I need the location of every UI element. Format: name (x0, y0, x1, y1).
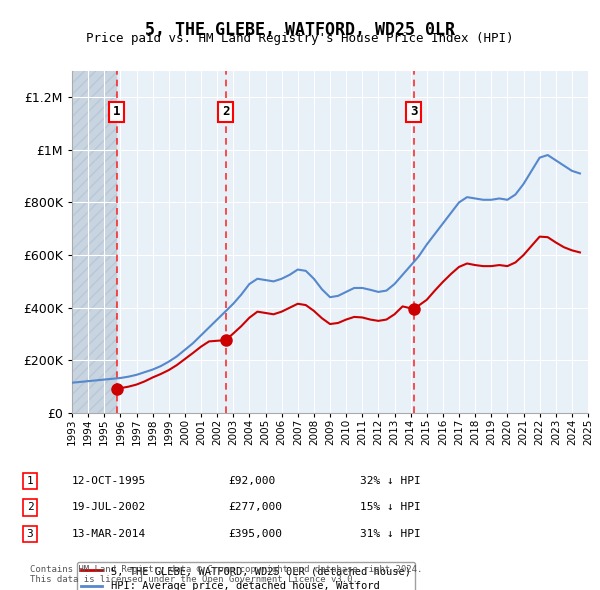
Text: Price paid vs. HM Land Registry's House Price Index (HPI): Price paid vs. HM Land Registry's House … (86, 32, 514, 45)
Text: £395,000: £395,000 (228, 529, 282, 539)
Text: 19-JUL-2002: 19-JUL-2002 (72, 503, 146, 512)
Text: Contains HM Land Registry data © Crown copyright and database right 2024.
This d: Contains HM Land Registry data © Crown c… (30, 565, 422, 584)
Text: 15% ↓ HPI: 15% ↓ HPI (360, 503, 421, 512)
Text: 12-OCT-1995: 12-OCT-1995 (72, 476, 146, 486)
Text: 2: 2 (222, 106, 230, 119)
Text: 32% ↓ HPI: 32% ↓ HPI (360, 476, 421, 486)
Text: 2: 2 (26, 503, 34, 512)
Legend: 5, THE GLEBE, WATFORD, WD25 0LR (detached house), HPI: Average price, detached h: 5, THE GLEBE, WATFORD, WD25 0LR (detache… (77, 562, 415, 590)
Text: 13-MAR-2014: 13-MAR-2014 (72, 529, 146, 539)
Text: 5, THE GLEBE, WATFORD, WD25 0LR: 5, THE GLEBE, WATFORD, WD25 0LR (145, 21, 455, 39)
Text: £92,000: £92,000 (228, 476, 275, 486)
Bar (72, 71, 117, 413)
Text: 1: 1 (26, 476, 34, 486)
Text: 1: 1 (113, 106, 121, 119)
Text: 31% ↓ HPI: 31% ↓ HPI (360, 529, 421, 539)
Text: £277,000: £277,000 (228, 503, 282, 512)
Text: 3: 3 (410, 106, 418, 119)
Text: 3: 3 (26, 529, 34, 539)
